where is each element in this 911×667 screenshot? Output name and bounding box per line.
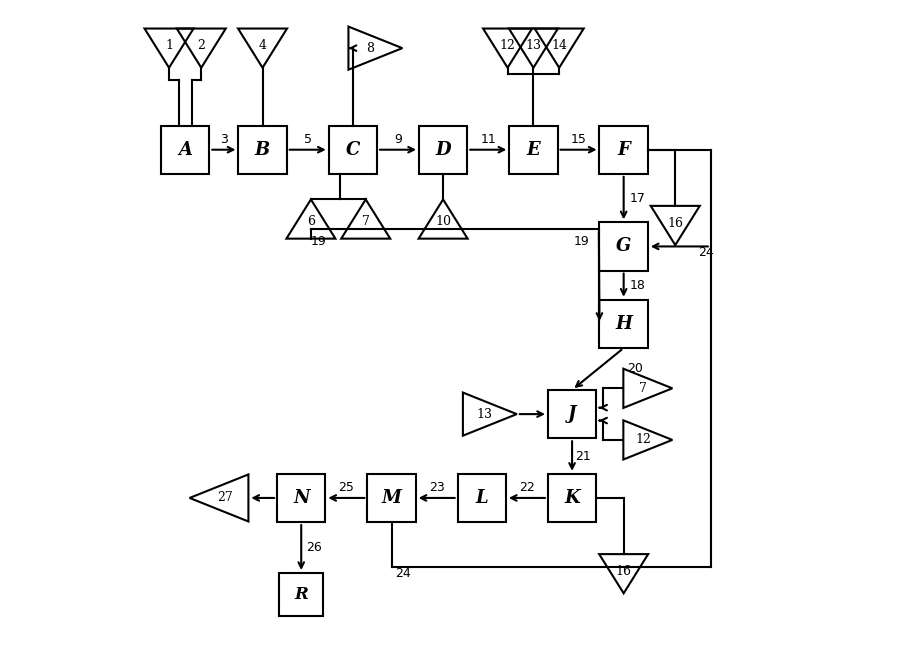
Text: 14: 14 [550, 39, 567, 52]
Text: 13: 13 [525, 39, 541, 52]
Text: C: C [345, 141, 360, 159]
Text: 6: 6 [307, 215, 314, 228]
Text: 2: 2 [197, 39, 205, 52]
Text: 15: 15 [570, 133, 586, 146]
Text: 1: 1 [165, 39, 173, 52]
Text: 11: 11 [480, 133, 496, 146]
Text: F: F [617, 141, 630, 159]
Text: H: H [615, 315, 631, 333]
Text: 25: 25 [338, 482, 353, 494]
Text: A: A [178, 141, 192, 159]
Text: 4: 4 [258, 39, 266, 52]
Text: 9: 9 [394, 133, 402, 146]
Bar [161, 125, 210, 174]
Bar [599, 222, 647, 271]
Bar [328, 125, 376, 174]
Text: M: M [381, 489, 401, 507]
Text: 7: 7 [639, 382, 646, 395]
Bar [548, 390, 596, 438]
Text: 19: 19 [311, 235, 326, 248]
Text: D: D [435, 141, 450, 159]
Text: 23: 23 [428, 482, 444, 494]
Bar [599, 125, 647, 174]
Text: 24: 24 [394, 567, 410, 580]
Text: R: R [294, 586, 308, 603]
Text: L: L [475, 489, 487, 507]
Text: 7: 7 [362, 215, 369, 228]
Text: 10: 10 [435, 215, 451, 228]
Text: 17: 17 [630, 191, 645, 205]
Text: 16: 16 [667, 217, 682, 229]
Text: E: E [526, 141, 539, 159]
Text: 13: 13 [476, 408, 492, 421]
Text: 24: 24 [697, 246, 712, 259]
Text: 27: 27 [217, 492, 232, 504]
Bar [277, 474, 325, 522]
Bar [367, 474, 415, 522]
Text: 26: 26 [305, 541, 322, 554]
Text: B: B [255, 141, 270, 159]
Bar [279, 573, 322, 616]
Text: N: N [292, 489, 309, 507]
Text: 12: 12 [499, 39, 515, 52]
Text: 16: 16 [615, 565, 631, 578]
Text: J: J [568, 405, 576, 423]
Text: 20: 20 [626, 362, 642, 376]
Text: 19: 19 [573, 235, 589, 248]
Text: 21: 21 [575, 450, 590, 462]
Bar [238, 125, 286, 174]
Text: 5: 5 [303, 133, 312, 146]
Text: 12: 12 [634, 434, 650, 446]
Text: 18: 18 [630, 279, 645, 291]
Text: G: G [615, 237, 630, 255]
Bar [599, 299, 647, 348]
Bar [548, 474, 596, 522]
Text: 8: 8 [365, 41, 374, 55]
Text: K: K [564, 489, 579, 507]
Text: 22: 22 [518, 482, 534, 494]
Text: 3: 3 [220, 133, 228, 146]
Bar [418, 125, 466, 174]
Bar [457, 474, 506, 522]
Bar [508, 125, 557, 174]
